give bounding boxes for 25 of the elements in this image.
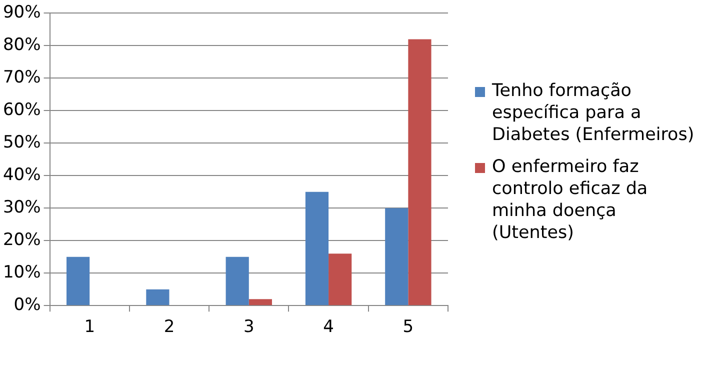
y-tick-label: 10% (2, 262, 41, 283)
y-tick-label: 70% (2, 68, 41, 88)
bar (385, 208, 408, 306)
y-tick-label: 0% (14, 295, 41, 316)
y-tick-label: 90% (2, 2, 41, 23)
legend-label: Tenho formação específica para a Diabetes (Enfermeiros) (492, 80, 696, 146)
bar (408, 39, 432, 306)
y-tick-label: 30% (2, 198, 41, 218)
bar (226, 256, 249, 306)
bar (66, 256, 90, 306)
x-tick-label: 2 (164, 317, 175, 338)
bar (328, 254, 352, 306)
x-tick-label: 4 (323, 317, 334, 338)
bar (305, 192, 329, 306)
x-tick-label: 1 (84, 317, 96, 338)
y-tick-label: 80% (2, 35, 41, 56)
x-tick-label: 5 (402, 317, 414, 338)
bar (248, 299, 272, 306)
bar (146, 289, 170, 306)
y-tick-label: 20% (2, 230, 41, 250)
x-tick-label: 3 (243, 317, 254, 338)
y-tick-label: 50% (2, 132, 41, 153)
y-tick-label: 60% (2, 100, 41, 120)
legend-label: O enfermeiro faz controlo eficaz da minha doença (Utentes) (492, 156, 649, 244)
y-tick-label: 40% (2, 165, 41, 186)
